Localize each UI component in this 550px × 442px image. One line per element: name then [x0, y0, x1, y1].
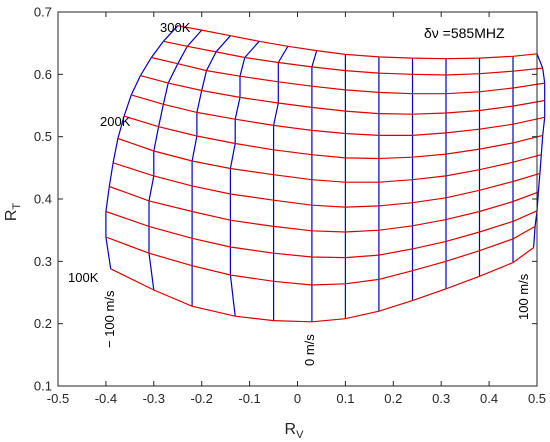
y-axis-label: RT	[3, 203, 23, 222]
velocity-line-0	[105, 25, 179, 269]
x-tick-label: -0.1	[238, 391, 260, 406]
velocity-line-3	[229, 40, 260, 317]
label-100k: 100K	[68, 270, 99, 285]
x-tick-label: 0.5	[528, 391, 546, 406]
velocity-line-2	[191, 35, 231, 307]
x-tick-label: -0.4	[95, 391, 117, 406]
x-tick-label: -0.3	[143, 391, 165, 406]
y-tick-label: 0.6	[34, 67, 52, 82]
label-minus-100-ms: − 100 m/s	[102, 290, 117, 348]
x-tick-label: 0.1	[336, 391, 354, 406]
delta-nu-annotation: δν =585MHZ	[424, 25, 505, 41]
axis-ticks: -0.5 -0.4 -0.3 -0.2 -0.1 0 0.1 0.2 0.3 0.4 0.5 0.1 0…	[34, 5, 546, 407]
x-tick-label: -0.2	[190, 391, 212, 406]
y-tick-label: 0.4	[34, 192, 52, 207]
temperature-line-2	[105, 210, 538, 259]
velocity-line-5	[311, 50, 318, 322]
y-tick-label: 0.1	[34, 379, 52, 394]
temperature-line-9	[151, 56, 545, 95]
y-tick-label: 0.2	[34, 316, 52, 331]
label-100-ms: 100 m/s	[516, 273, 531, 320]
temperature-line-3	[109, 185, 539, 233]
y-tick-label: 0.5	[34, 129, 52, 144]
temperature-line-8	[140, 75, 545, 115]
plot-area	[105, 25, 546, 323]
x-axis-label: RV	[285, 421, 305, 441]
x-tick-label: 0.3	[432, 391, 450, 406]
temperature-line-4	[112, 162, 541, 208]
label-200k: 200K	[100, 114, 131, 129]
y-tick-label: 0.3	[34, 254, 52, 269]
x-tick-label: -0.5	[47, 391, 69, 406]
temperature-line-6	[123, 115, 543, 160]
temperature-line-1	[105, 225, 536, 286]
x-tick-label: 0	[294, 391, 301, 406]
temperature-line-7	[131, 94, 545, 136]
temperature-line-11	[177, 25, 538, 60]
temperature-line-10	[163, 40, 543, 76]
label-300k: 300K	[160, 20, 191, 35]
temperature-line-0	[110, 247, 534, 323]
x-tick-label: 0.4	[480, 391, 498, 406]
velocity-line-1	[148, 29, 203, 291]
velocity-line-4	[273, 45, 289, 321]
x-tick-label: 0.2	[384, 391, 402, 406]
y-tick-label: 0.7	[34, 5, 52, 20]
temperature-line-5	[117, 137, 542, 183]
label-0-ms: 0 m/s	[302, 334, 317, 366]
axes-box	[57, 11, 538, 387]
